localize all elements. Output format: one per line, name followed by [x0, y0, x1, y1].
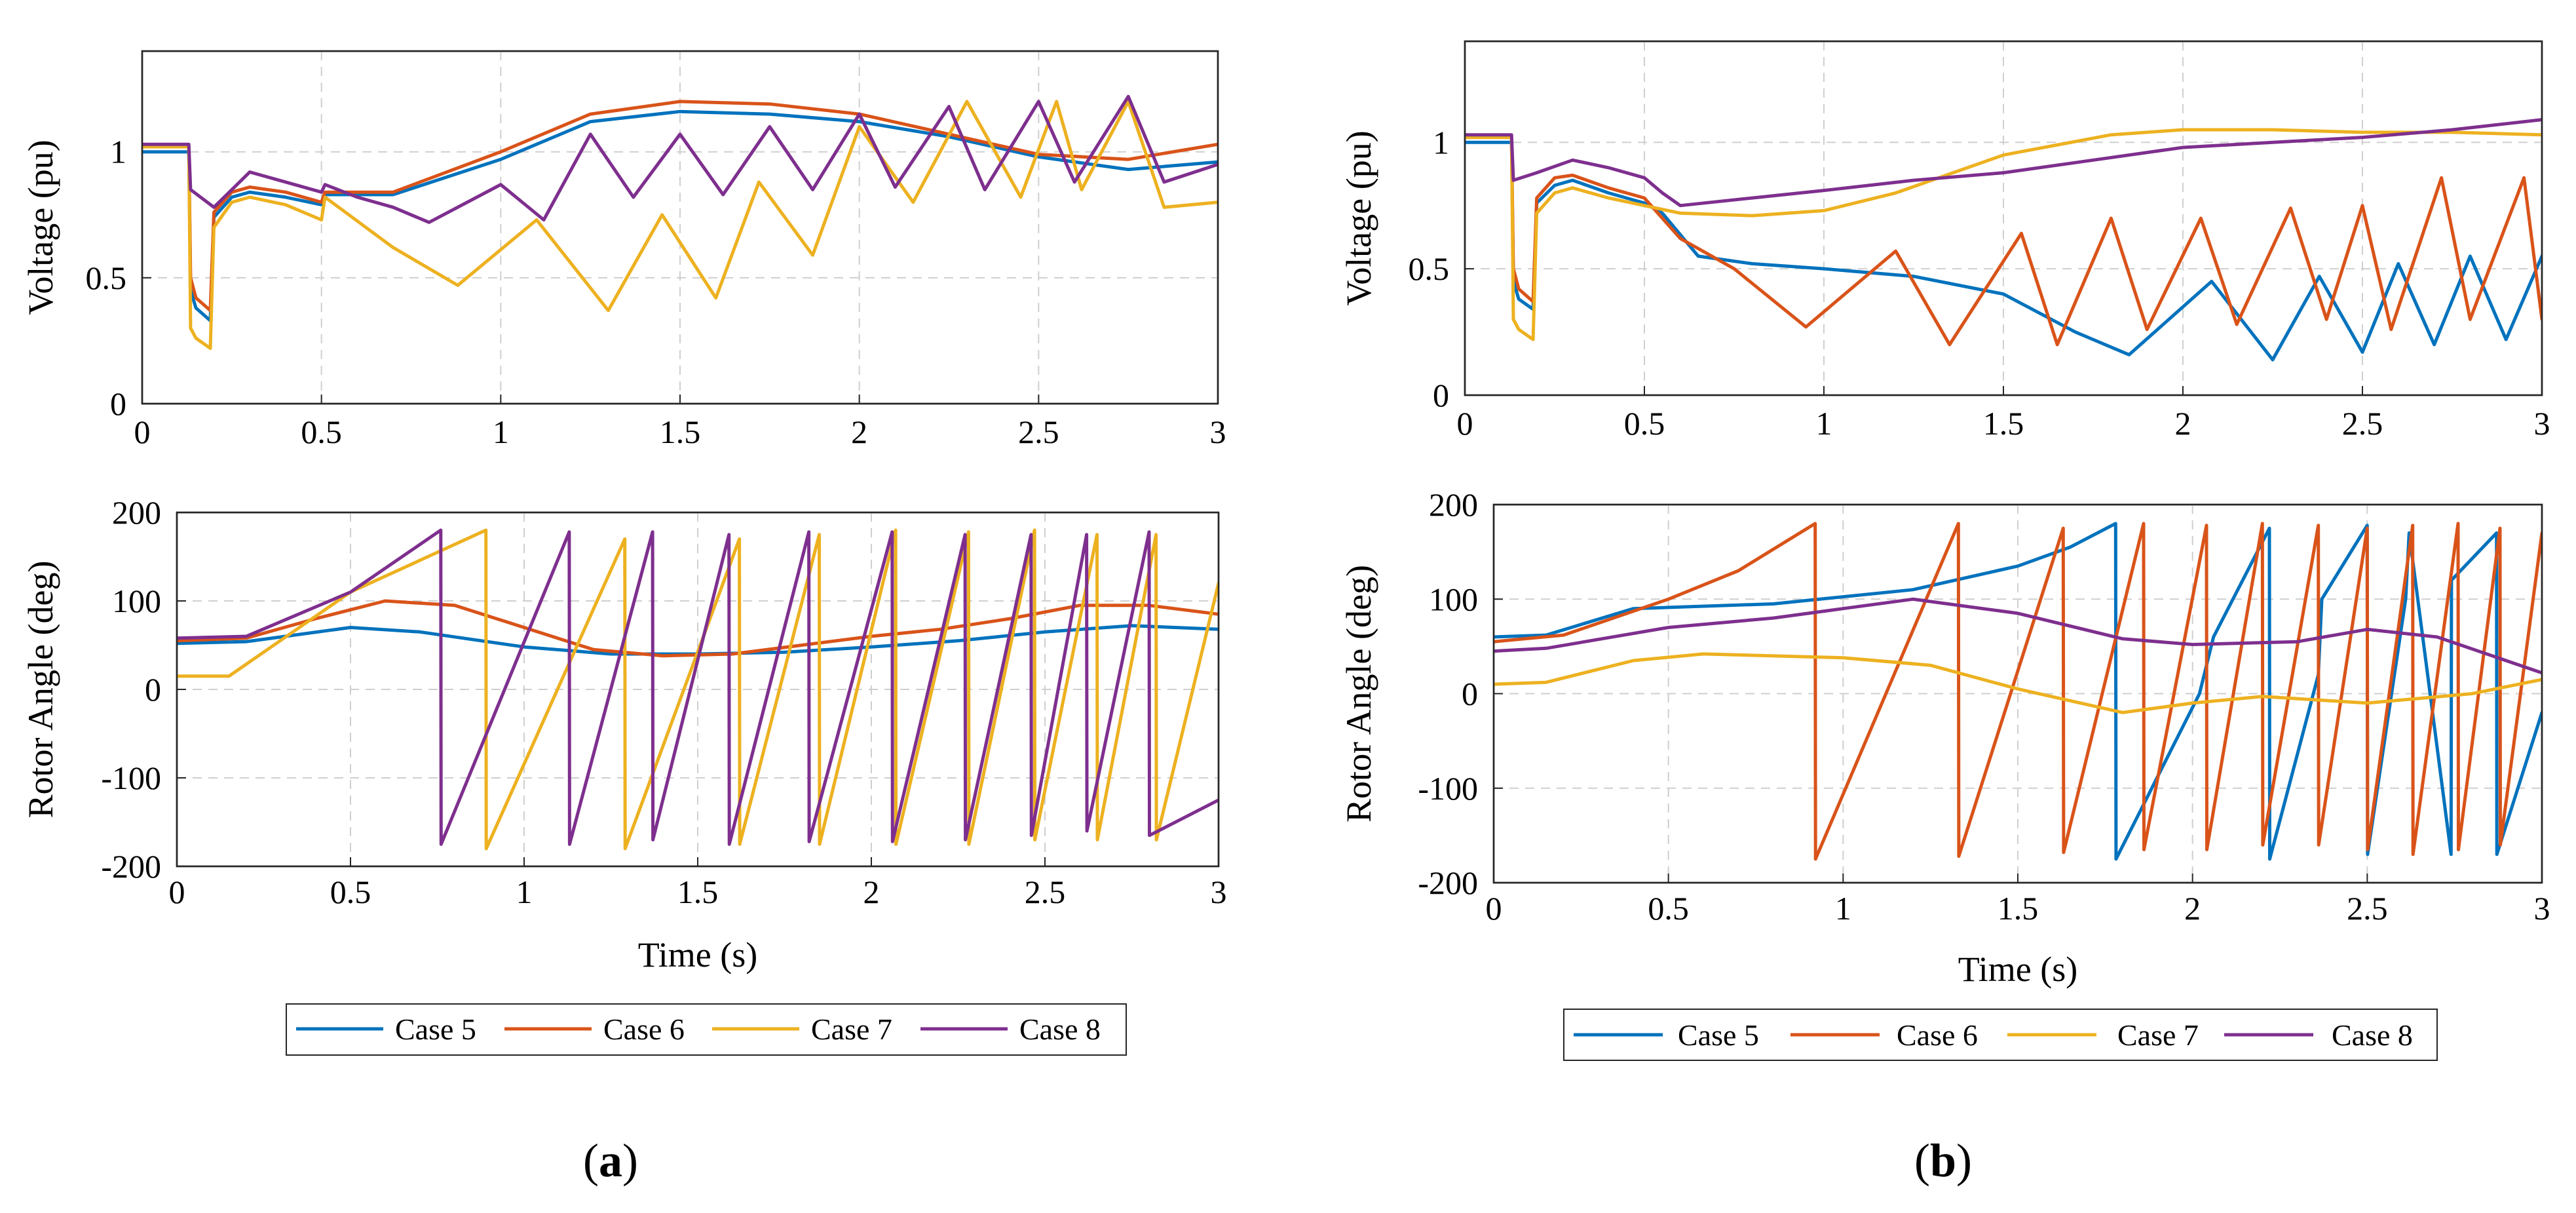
chart-b-angle: 0 0.5 1 1.5 2 2.5 3 200 100 0 -100 -200 Rotor Angle …	[1339, 486, 2550, 989]
x-tick-label: 3	[2534, 405, 2550, 442]
series-case-5	[1494, 522, 2542, 861]
x-tick-label: 3	[1210, 414, 1226, 450]
legend-a-label-case7: Case 7	[811, 1012, 892, 1046]
x-tick-label: 0	[134, 414, 151, 450]
y-axis-label: Voltage (pu)	[21, 140, 60, 315]
x-tick-label: 1	[1816, 405, 1832, 442]
y-tick-label: 0	[1433, 377, 1449, 414]
y-tick-label: 200	[1429, 486, 1478, 523]
x-tick-label: 1	[516, 874, 533, 910]
plot-border	[141, 50, 1219, 405]
x-axis-label: Time (s)	[638, 935, 758, 974]
y-tick-label: 0.5	[86, 260, 127, 296]
panel-label-a: (a)	[583, 1134, 638, 1187]
series-case-6	[142, 100, 1218, 313]
x-tick-label: 1	[493, 414, 509, 450]
series-group	[1465, 118, 2542, 362]
x-tick-label: 2.5	[2342, 405, 2383, 442]
panel-label-b: (b)	[1914, 1134, 1972, 1187]
x-tick-label: 2	[863, 874, 880, 910]
y-axis-label: Rotor Angle (deg)	[21, 561, 60, 818]
x-tick-label: 1.5	[677, 874, 719, 910]
y-tick-label: -100	[1418, 770, 1478, 807]
y-axis-label: Voltage (pu)	[1339, 130, 1378, 305]
x-tick-label: 2.5	[2347, 890, 2388, 927]
series-group	[142, 94, 1218, 350]
x-tick-label: 3	[2534, 890, 2550, 927]
panel-label-b-close: )	[1956, 1134, 1972, 1187]
x-tick-label: 2.5	[1025, 874, 1066, 910]
series-case-7	[1465, 128, 2542, 341]
chart-a-voltage: 0 0.5 1 1.5 2 2.5 3 0 0.5 1 Voltage (pu)	[21, 50, 1226, 450]
x-tick-label: 2	[2184, 890, 2201, 927]
plot-border	[1492, 503, 2543, 884]
series-case-7	[142, 100, 1218, 350]
x-tick-label: 0	[1486, 890, 1502, 927]
series-group	[1494, 522, 2542, 861]
legend-b-label-case8: Case 8	[2332, 1018, 2413, 1052]
y-tick-label: 0	[145, 671, 161, 708]
y-tick-label: 100	[1429, 581, 1478, 617]
x-tick-label: 0	[169, 874, 185, 910]
series-case-8	[1494, 597, 2542, 675]
y-tick-label: 1	[1433, 124, 1449, 161]
y-tick-label: -200	[1418, 864, 1478, 901]
panel-label-a-letter: a	[599, 1134, 622, 1187]
y-tick-label: 1	[110, 134, 126, 170]
panel-label-b-open: (	[1914, 1134, 1930, 1187]
legend-b-label-case6: Case 6	[1897, 1018, 1978, 1052]
y-axis-label: Rotor Angle (deg)	[1339, 565, 1378, 822]
x-tick-label: 1.5	[1998, 890, 2039, 927]
x-tick-label: 0.5	[301, 414, 342, 450]
x-tick-label: 0.5	[1648, 890, 1689, 927]
x-tick-label: 0	[1457, 405, 1473, 442]
series-case-8	[142, 94, 1218, 224]
series-case-6	[1494, 522, 2542, 861]
panel-label-a-close: )	[622, 1134, 638, 1187]
x-tick-label: 1.5	[1983, 405, 2024, 442]
series-case-8	[1465, 118, 2542, 208]
y-tick-label: 0.5	[1409, 250, 1450, 287]
legend-b-label-case5: Case 5	[1678, 1018, 1759, 1052]
y-tick-label: 100	[112, 583, 161, 619]
x-tick-label: 2	[851, 414, 867, 450]
y-tick-label: -100	[101, 760, 161, 796]
chart-a-angle: 0 0.5 1 1.5 2 2.5 3 200 100 0 -100 -200 Rotor Angle …	[21, 494, 1227, 974]
y-tick-label: -200	[101, 848, 161, 885]
x-tick-label: 2.5	[1018, 414, 1059, 450]
x-tick-label: 0.5	[1624, 405, 1665, 442]
y-tick-label: 0	[110, 385, 126, 422]
legend-b: Case 5 Case 6 Case 7 Case 8	[1563, 1009, 2438, 1061]
legend-a-label-case5: Case 5	[395, 1012, 476, 1046]
x-axis-label: Time (s)	[1958, 950, 2078, 989]
x-tick-label: 2	[2175, 405, 2191, 442]
x-tick-label: 3	[1211, 874, 1227, 910]
plot-border	[1464, 40, 2543, 396]
x-tick-label: 1	[1835, 890, 1851, 927]
y-tick-label: 0	[1462, 676, 1478, 712]
series-case-7	[177, 528, 1219, 851]
x-tick-label: 0.5	[330, 874, 371, 910]
plots-layer: 0 0.5 1 1.5 2 2.5 3 0 0.5 1 Voltage (pu) 0 0.5 1 1.5 2 2…	[21, 40, 2550, 989]
panel-label-b-letter: b	[1930, 1134, 1956, 1187]
panel-label-a-open: (	[583, 1134, 599, 1187]
series-case-8	[177, 528, 1219, 846]
plot-border	[176, 511, 1220, 868]
legend-a: Case 5 Case 6 Case 7 Case 8	[286, 1003, 1127, 1056]
legend-a-label-case8: Case 8	[1019, 1012, 1101, 1046]
legend-b-label-case7: Case 7	[2117, 1018, 2199, 1052]
series-case-7	[1494, 652, 2542, 714]
chart-b-voltage: 0 0.5 1 1.5 2 2.5 3 0 0.5 1 Voltage (pu)	[1339, 40, 2550, 442]
legend-a-label-case6: Case 6	[603, 1012, 685, 1046]
series-group	[177, 528, 1219, 851]
y-tick-label: 200	[112, 494, 161, 531]
x-tick-label: 1.5	[660, 414, 701, 450]
